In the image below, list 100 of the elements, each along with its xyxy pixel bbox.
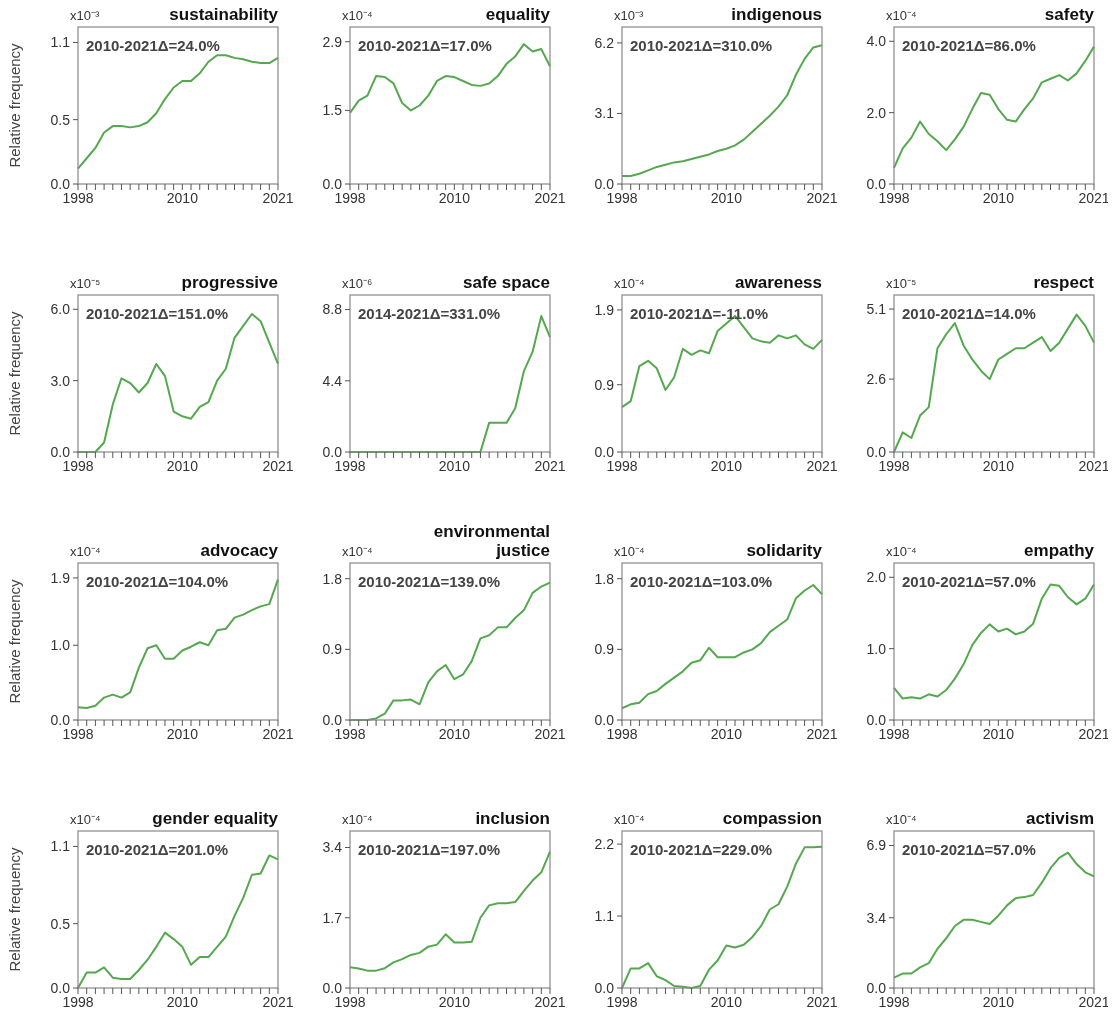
chart-title: sustainability <box>169 5 279 24</box>
y-axis-title: Relative frequency <box>6 846 23 972</box>
x-tick-label: 1998 <box>606 458 638 474</box>
chart-title: empathy <box>1024 541 1095 560</box>
chart-title: equality <box>485 5 551 24</box>
y-tick-label: 6.2 <box>594 34 615 51</box>
x-tick-label: 2010 <box>710 458 743 474</box>
x-tick-label: 2010 <box>982 994 1015 1010</box>
x-tick-label: 1998 <box>62 726 94 742</box>
x-tick-label: 2021 <box>534 994 566 1010</box>
x-tick-label: 2021 <box>262 726 294 742</box>
text: x10⁻³ <box>614 8 644 23</box>
text: x10⁻⁴ <box>342 8 373 23</box>
y-axis-title: Relative frequency <box>6 42 23 168</box>
annotation: 2010-2021Δ=229.0% <box>630 841 773 858</box>
y-tick-label: 1.9 <box>50 569 71 586</box>
y-tick-label: 2.2 <box>594 835 615 852</box>
x-tick-label: 1998 <box>878 458 910 474</box>
x-tick-label: 2021 <box>262 994 294 1010</box>
y-tick-label: 1.0 <box>50 637 71 654</box>
text: x10⁻⁶ <box>342 276 373 291</box>
annotation: 2010-2021Δ=86.0% <box>902 37 1036 54</box>
chart-title: gender equality <box>152 809 279 828</box>
y-tick-label: 3.4 <box>322 839 343 856</box>
x-tick-label: 2010 <box>166 190 199 206</box>
y-tick-label: 0.0 <box>322 443 343 460</box>
y-tick-label: 3.0 <box>50 372 71 389</box>
y-tick-label: 0.5 <box>50 111 71 128</box>
chart-title: progressive <box>181 273 278 292</box>
chart-title: compassion <box>722 809 822 828</box>
chart-title: advocacy <box>200 541 279 560</box>
annotation: 2010-2021Δ=151.0% <box>86 305 229 322</box>
chart-title: activism <box>1025 809 1094 828</box>
y-tick-label: 4.4 <box>322 372 343 389</box>
line-series <box>621 845 823 989</box>
text: x10⁻⁴ <box>886 544 917 559</box>
x-tick-label: 2021 <box>1078 458 1110 474</box>
x-tick-label: 1998 <box>878 726 910 742</box>
y-tick-label: 6.0 <box>50 301 71 318</box>
y-tick-label: 6.9 <box>866 837 887 854</box>
x-tick-label: 1998 <box>62 458 94 474</box>
chart-title: solidarity <box>746 541 823 560</box>
text: x10⁻⁴ <box>70 544 101 559</box>
x-tick-label: 2010 <box>438 726 471 742</box>
x-tick-label: 2010 <box>710 190 743 206</box>
annotation: 2010-2021Δ=17.0% <box>358 37 492 54</box>
annotation: 2010-2021Δ=14.0% <box>902 305 1036 322</box>
x-tick-label: 1998 <box>606 190 638 206</box>
y-tick-label: 0.0 <box>50 711 71 728</box>
y-tick-label: 2.0 <box>866 104 887 121</box>
line-series <box>77 578 279 710</box>
y-tick-label: 0.0 <box>594 175 615 192</box>
text: x10⁻⁴ <box>614 812 645 827</box>
y-tick-label: 0.0 <box>322 979 343 996</box>
y-tick-label: 1.1 <box>50 34 71 51</box>
y-tick-label: 0.0 <box>594 711 615 728</box>
y-axis-title: Relative frequency <box>6 310 23 436</box>
y-tick-label: 0.0 <box>866 443 887 460</box>
text: x10⁻⁴ <box>886 812 917 827</box>
y-tick-label: 2.6 <box>866 371 887 388</box>
y-tick-label: 0.0 <box>594 443 615 460</box>
x-tick-label: 2010 <box>166 458 199 474</box>
x-tick-label: 1998 <box>62 994 94 1010</box>
x-tick-label: 2021 <box>806 726 838 742</box>
text: x10⁻⁴ <box>70 812 101 827</box>
annotation: 2010-2021Δ=103.0% <box>630 573 773 590</box>
x-tick-label: 1998 <box>334 190 366 206</box>
y-tick-label: 0.0 <box>50 979 71 996</box>
y-tick-label: 1.8 <box>594 570 615 587</box>
chart-title: safety <box>1044 5 1095 24</box>
x-tick-label: 1998 <box>606 726 638 742</box>
x-tick-label: 1998 <box>878 994 910 1010</box>
y-tick-label: 1.0 <box>866 640 887 657</box>
text: x10⁻⁴ <box>614 544 645 559</box>
annotation: 2010-2021Δ=197.0% <box>358 841 501 858</box>
x-tick-label: 2010 <box>438 190 471 206</box>
text: x10⁻⁴ <box>886 8 917 23</box>
x-tick-label: 2010 <box>166 726 199 742</box>
chart-title: environmental justice <box>433 522 550 560</box>
y-tick-label: 2.0 <box>866 569 887 586</box>
x-tick-label: 2010 <box>982 190 1015 206</box>
y-tick-label: 2.9 <box>322 33 343 50</box>
chart-title: indigenous <box>731 5 822 24</box>
annotation: 2010-2021Δ=57.0% <box>902 573 1036 590</box>
y-tick-label: 1.1 <box>50 838 71 855</box>
text: x10⁻⁴ <box>342 544 373 559</box>
chart-title: inclusion <box>475 809 550 828</box>
x-tick-label: 2021 <box>1078 190 1110 206</box>
x-tick-label: 2021 <box>806 458 838 474</box>
y-tick-label: 0.0 <box>594 979 615 996</box>
x-tick-label: 1998 <box>334 726 366 742</box>
text: x10⁻³ <box>70 8 100 23</box>
y-tick-label: 0.0 <box>322 711 343 728</box>
annotation: 2010-2021Δ=-11.0% <box>630 305 768 322</box>
x-tick-label: 2010 <box>710 994 743 1010</box>
annotation: 2010-2021Δ=139.0% <box>358 573 501 590</box>
y-tick-label: 0.0 <box>866 175 887 192</box>
y-tick-label: 1.9 <box>594 301 615 318</box>
y-tick-label: 0.0 <box>866 979 887 996</box>
y-tick-label: 1.7 <box>322 909 343 926</box>
